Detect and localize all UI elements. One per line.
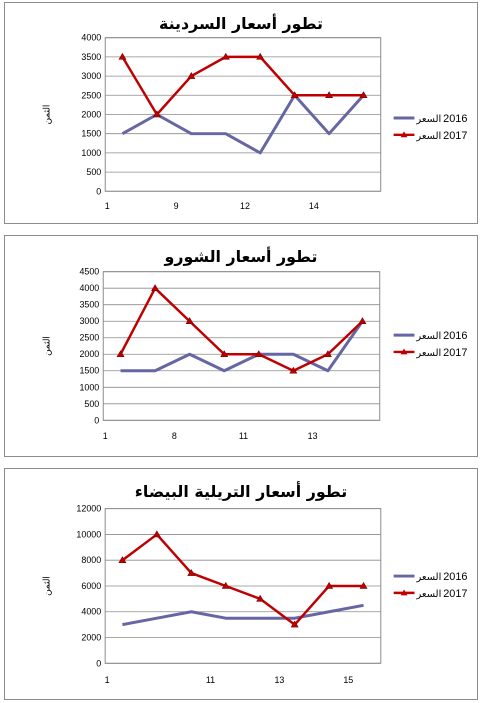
x-tick-label: 14 [309, 201, 319, 211]
y-tick-label: 2500 [79, 333, 99, 343]
y-tick-label: 3500 [79, 300, 99, 310]
chart-sardine: تطور أسعار السردينة 0 500 1000 1500 2000 2500 3… [43, 13, 468, 211]
y-tick-label: 10000 [76, 529, 101, 539]
x-tick-label: 11 [239, 431, 248, 441]
data-point-marker [118, 52, 127, 60]
x-tick-label: 11 [206, 675, 215, 685]
chart-panel-shoro: تطور أسعار الشورو 0 500 1000 1500 2000 2500 300… [4, 235, 478, 457]
y-tick-label: 3000 [81, 71, 101, 81]
data-point-marker [325, 581, 334, 589]
x-tick-label: 1 [105, 201, 110, 211]
y-tick-label: 500 [84, 399, 99, 409]
data-point-marker [185, 317, 194, 324]
data-point-marker [221, 581, 230, 589]
chart-white-trilia: تطور أسعار التريلية البيضاء 0 2000 4000 6000… [43, 481, 468, 685]
chart-panel-sardine: تطور أسعار السردينة 0 500 1000 1500 2000 2500 3… [4, 2, 478, 224]
y-axis-label: الثمن [43, 105, 53, 125]
legend-marker [400, 131, 408, 138]
legend-year-2016: 2016 [443, 113, 467, 125]
chart-title: تطور أسعار التريلية البيضاء [135, 481, 347, 501]
data-point-marker [151, 284, 160, 291]
legend-year-2017: 2017 [443, 130, 467, 142]
data-point-marker [290, 620, 299, 628]
legend-label-2016: السعر [415, 331, 441, 342]
data-point-marker [325, 91, 334, 99]
chart-title: تطور أسعار الشورو [164, 246, 318, 266]
y-axis-label: الثمن [43, 336, 53, 356]
y-tick-label: 500 [86, 167, 101, 177]
x-tick-label: 13 [308, 431, 318, 441]
data-point-marker [289, 366, 298, 374]
data-point-marker [187, 569, 196, 576]
y-tick-label: 8000 [81, 555, 101, 565]
y-tick-label: 2000 [81, 109, 101, 119]
data-point-marker [152, 530, 161, 538]
legend-label-2016: السعر [415, 572, 441, 583]
x-tick-label: 15 [343, 675, 353, 685]
data-point-marker [323, 350, 332, 358]
legend-label-2017: السعر [415, 348, 441, 359]
series-line-2017 [119, 286, 364, 373]
y-tick-label: 1500 [81, 129, 101, 139]
y-tick-label: 1500 [79, 366, 99, 376]
y-tick-label: 1000 [81, 148, 101, 158]
y-tick-label: 0 [96, 186, 101, 196]
y-tick-label: 4500 [79, 267, 99, 277]
y-tick-label: 1000 [79, 382, 99, 392]
legend-marker [400, 589, 408, 596]
legend-label-2016: السعر [415, 114, 441, 125]
legend-marker [400, 348, 408, 355]
y-tick-label: 4000 [81, 33, 101, 43]
data-point-marker [359, 91, 368, 99]
x-tick-label: 12 [240, 201, 250, 211]
y-tick-label: 2000 [79, 349, 99, 359]
x-tick-label: 13 [274, 675, 284, 685]
y-tick-label: 6000 [81, 581, 101, 591]
x-tick-label: 1 [103, 431, 108, 441]
data-point-marker [221, 52, 230, 60]
legend-label-2017: السعر [415, 131, 441, 142]
y-tick-label: 0 [94, 415, 99, 425]
data-point-marker [187, 72, 196, 79]
y-tick-label: 2500 [81, 90, 101, 100]
y-tick-label: 0 [96, 658, 101, 668]
data-point-marker [256, 594, 265, 602]
x-tick-label: 1 [105, 675, 110, 685]
data-point-marker [118, 556, 127, 563]
series-line-2016 [120, 320, 364, 373]
x-tick-label: 8 [172, 431, 177, 441]
chart-panel-white-trilia: تطور أسعار التريلية البيضاء 0 2000 4000 6000… [4, 468, 478, 700]
legend-year-2016: 2016 [443, 330, 467, 342]
x-tick-label: 9 [174, 201, 179, 211]
series-line-2016 [122, 603, 364, 627]
data-point-marker [359, 581, 368, 589]
y-tick-label: 3500 [81, 52, 101, 62]
data-point-marker [116, 350, 125, 358]
data-point-marker [254, 350, 263, 358]
chart-title: تطور أسعار السردينة [159, 13, 323, 33]
y-axis-label: الثمن [43, 576, 53, 596]
y-tick-label: 2000 [81, 633, 101, 643]
series-line-2016 [121, 93, 365, 155]
data-point-marker [220, 350, 229, 358]
data-point-marker [358, 317, 367, 324]
series-line-2017 [121, 533, 364, 626]
y-tick-label: 12000 [76, 504, 101, 514]
data-point-marker [152, 110, 161, 118]
chart-shoro: تطور أسعار الشورو 0 500 1000 1500 2000 2500 300… [43, 246, 468, 441]
legend-year-2016: 2016 [443, 571, 467, 583]
y-tick-label: 3000 [79, 316, 99, 326]
legend-label-2017: السعر [415, 589, 441, 600]
legend-year-2017: 2017 [443, 347, 467, 359]
data-point-marker [256, 52, 265, 60]
series-line-2017 [121, 55, 364, 116]
y-tick-label: 4000 [79, 283, 99, 293]
y-tick-label: 4000 [81, 607, 101, 617]
data-point-marker [290, 91, 299, 99]
legend-year-2017: 2017 [443, 588, 467, 600]
